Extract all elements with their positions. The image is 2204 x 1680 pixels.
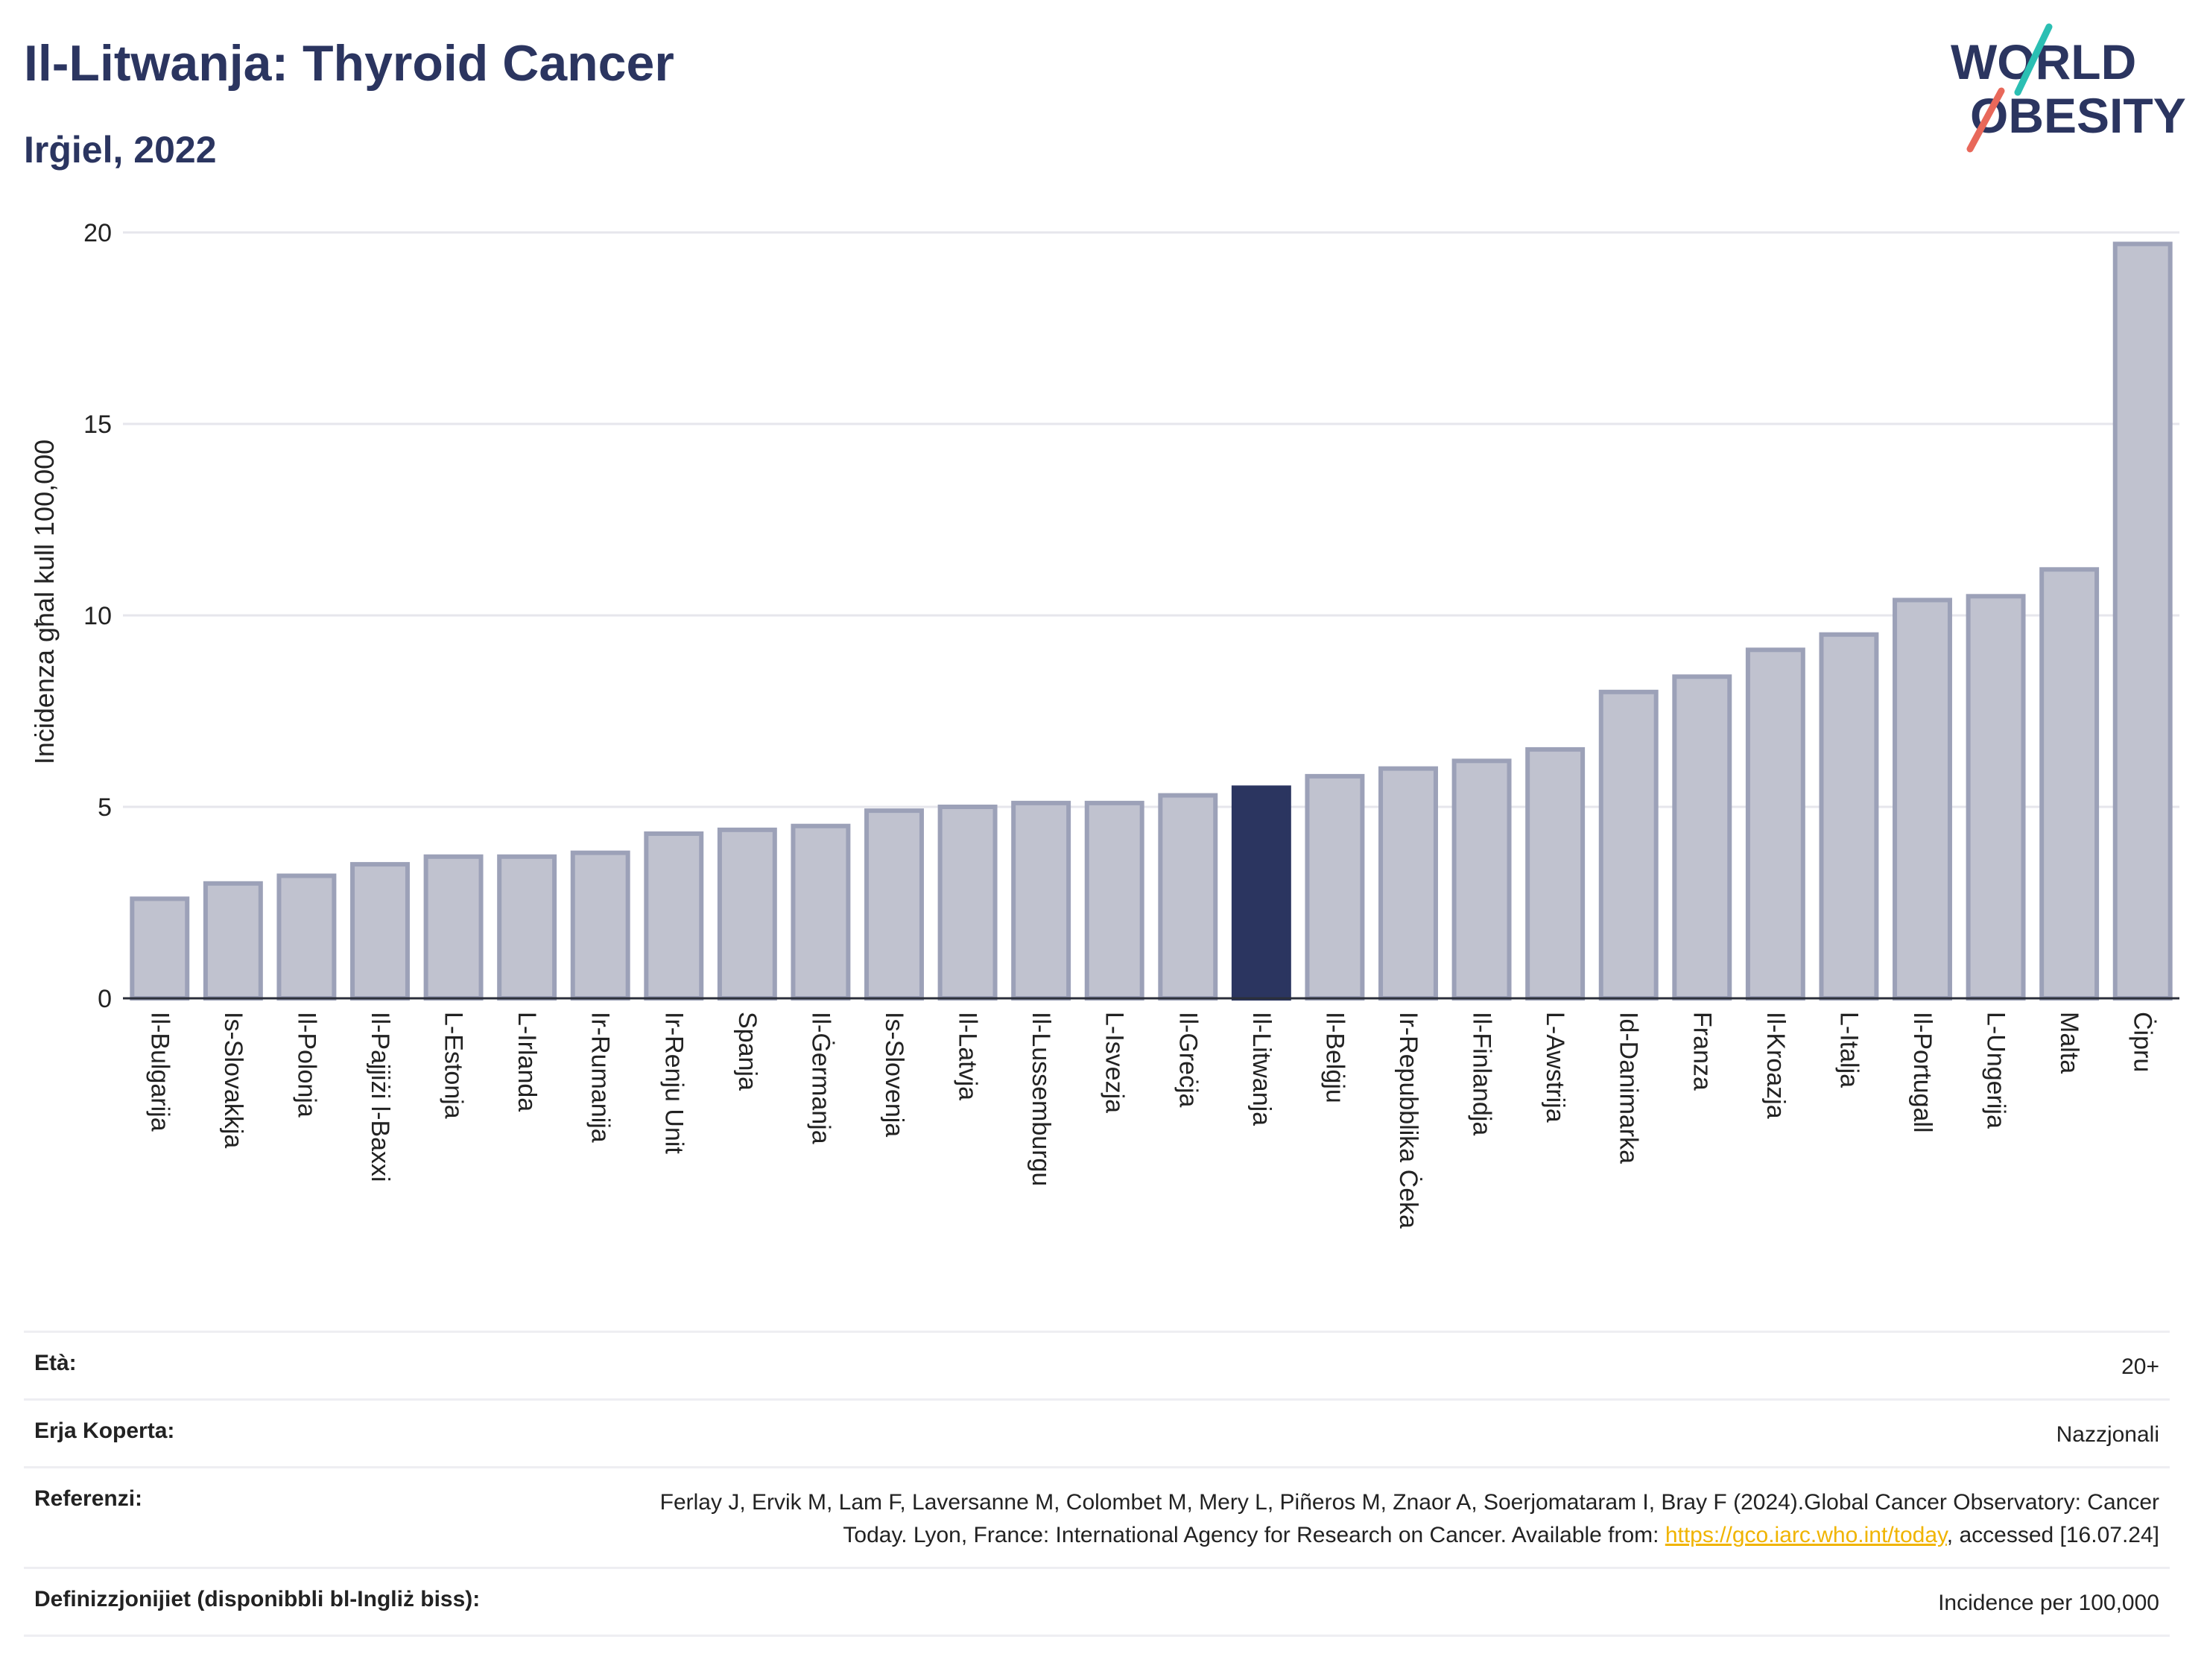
y-tick-label: 20 — [83, 219, 112, 247]
x-tick-label: Malta — [2055, 1012, 2083, 1074]
x-tick-label: Franza — [1688, 1012, 1716, 1091]
x-tick-label: Spanja — [733, 1012, 761, 1091]
reference-value: Ferlay J, Ervik M, Lam F, Laversanne M, … — [632, 1486, 2159, 1552]
x-tick-label: Ir-Repubblika Ċeka — [1394, 1012, 1422, 1229]
definitions-value: Incidence per 100,000 — [1938, 1591, 2159, 1615]
reference-label: Referenzi: — [34, 1486, 143, 1511]
definitions-row: Definizzjonijiet (disponibbli bl-Ingliż … — [24, 1567, 2170, 1637]
x-tick-label: Il-Polonja — [292, 1012, 320, 1118]
bars — [130, 241, 2173, 1001]
bar-chart: 0 5 10 15 20 Il-Bulgarija Is-Slovakkja Il-Polon… — [29, 219, 2179, 1229]
bar-il-ermanja[interactable] — [791, 823, 851, 1001]
bar-il-kroazja[interactable] — [1745, 647, 1805, 1001]
bar-spanja[interactable] — [717, 827, 777, 1001]
x-tick-label: L-Italja — [1834, 1012, 1863, 1088]
bar-il-pajji-i-l-baxxi[interactable] — [350, 862, 410, 1001]
y-axis-title: Inċidenza għal kull 100,000 — [29, 440, 60, 764]
x-tick-label: Il-Pajjiżi l-Baxxi — [366, 1012, 394, 1182]
bar-is-slovenja[interactable] — [864, 808, 924, 1001]
age-value: 20+ — [2121, 1354, 2159, 1379]
area-value: Nazzjonali — [2056, 1422, 2159, 1447]
x-tick-label: Il-Finlandja — [1468, 1012, 1496, 1135]
definitions-label: Definizzjonijiet (disponibbli bl-Ingliż … — [34, 1587, 481, 1611]
x-tick-label: Is-Slovakkja — [219, 1012, 247, 1148]
bar--ipru[interactable] — [2112, 241, 2173, 1001]
bar-il-litwanja[interactable] — [1231, 785, 1291, 1001]
x-tick-label: Il-Litwanja — [1247, 1012, 1276, 1126]
bar-il-latvja[interactable] — [937, 805, 998, 1001]
y-tick-label: 10 — [83, 602, 112, 630]
y-tick-label: 15 — [83, 411, 112, 439]
y-tick-label: 0 — [98, 985, 112, 1013]
area-row: Erja Koperta: Nazzjonali — [24, 1398, 2170, 1466]
bar-il-portugall[interactable] — [1893, 597, 1952, 1001]
bar-l-ungerija[interactable] — [1966, 594, 2026, 1001]
bar-l-estonja[interactable] — [423, 854, 484, 1001]
x-tick-label: L-Isvezja — [1101, 1012, 1129, 1113]
bar-il-bulgarija[interactable] — [130, 896, 190, 1001]
x-tick-label: Il-Lussemburgu — [1027, 1012, 1055, 1186]
bar-is-slovakkja[interactable] — [203, 881, 263, 1001]
bar-l-irlanda[interactable] — [497, 854, 557, 1001]
bar-l-isvezja[interactable] — [1084, 800, 1144, 1001]
reference-row: Referenzi: Ferlay J, Ervik M, Lam F, Lav… — [24, 1466, 2170, 1567]
info-table: Età: 20+ Erja Koperta: Nazzjonali Refere… — [24, 1331, 2170, 1637]
bar-l-awstrija[interactable] — [1525, 747, 1586, 1001]
x-tick-label: Il-Portugall — [1908, 1012, 1937, 1133]
x-tick-label: L-Irlanda — [513, 1012, 541, 1112]
bar-ir-renju-unit[interactable] — [644, 831, 704, 1001]
x-tick-label: Il-Kroazja — [1761, 1012, 1790, 1119]
bar-ir-repubblika-eka[interactable] — [1378, 766, 1438, 1001]
x-tick-label: Il-Greċja — [1174, 1012, 1202, 1108]
x-tick-label: Ir-Rumanija — [586, 1012, 615, 1143]
bar-id-danimarka[interactable] — [1598, 689, 1659, 1001]
x-tick-label: Il-Latvja — [954, 1012, 982, 1100]
x-tick-label: Ir-Renju Unit — [659, 1012, 688, 1154]
bar-l-italja[interactable] — [1819, 632, 1879, 1001]
area-label: Erja Koperta: — [34, 1419, 175, 1443]
bar-ir-rumanija[interactable] — [570, 850, 630, 1001]
bar-il-finlandja[interactable] — [1451, 758, 1512, 1001]
logo-slash-coral — [1966, 87, 2005, 153]
bar-il-gre-ja[interactable] — [1158, 793, 1218, 1001]
bar-malta[interactable] — [2039, 567, 2100, 1001]
world-obesity-logo: WORLD OBESITY — [1951, 23, 2186, 153]
x-tick-label: Id-Danimarka — [1615, 1012, 1643, 1164]
logo-slash-teal — [2014, 23, 2053, 96]
x-tick-label: Il-Belġju — [1320, 1012, 1349, 1103]
x-tick-label: L-Awstrija — [1541, 1012, 1569, 1123]
chart-title: Il-Litwanja: Thyroid Cancer — [24, 35, 674, 92]
x-tick-label: Ċipru — [2129, 1012, 2157, 1072]
bar-il-lussemburgu[interactable] — [1011, 800, 1071, 1001]
age-label: Età: — [34, 1351, 77, 1375]
x-tick-label: L-Estonja — [440, 1012, 468, 1119]
bar-il-bel-ju[interactable] — [1305, 773, 1365, 1001]
x-tick-label: Il-Bulgarija — [145, 1012, 174, 1132]
x-tick-label: Is-Slovenja — [880, 1012, 908, 1137]
y-tick-label: 5 — [98, 793, 112, 822]
bar-franza[interactable] — [1672, 674, 1732, 1001]
x-tick-label: L-Ungerija — [1982, 1012, 2010, 1129]
logo-word-obesity: OBESITY — [1970, 88, 2186, 143]
reference-accessed: , accessed [16.07.24] — [1946, 1523, 2159, 1547]
axes: 0 5 10 15 20 Il-Bulgarija Is-Slovakkja Il-Polon… — [83, 219, 2179, 1229]
chart-subtitle: Irġiel, 2022 — [24, 129, 217, 171]
bar-il-polonja[interactable] — [276, 873, 337, 1001]
reference-link[interactable]: https://gco.iarc.who.int/today — [1665, 1523, 1947, 1547]
reference-text: Ferlay J, Ervik M, Lam F, Laversanne M, … — [659, 1490, 2159, 1547]
x-tick-label: Il-Ġermanja — [806, 1012, 835, 1144]
age-row: Età: 20+ — [24, 1331, 2170, 1398]
